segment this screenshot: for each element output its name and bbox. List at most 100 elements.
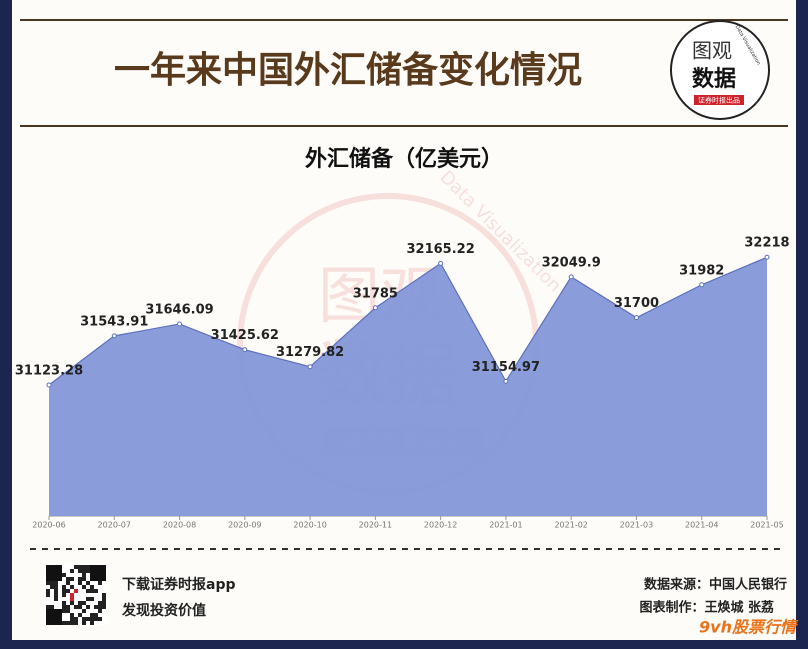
qr-cell <box>66 609 70 613</box>
qr-cell <box>58 565 62 569</box>
qr-cell <box>90 589 94 593</box>
qr-cell <box>66 605 70 609</box>
qr-cell <box>62 589 66 593</box>
qr-cell <box>90 621 94 625</box>
qr-cell <box>94 569 98 573</box>
point <box>46 382 52 388</box>
x-tick-label: 2021-03 <box>620 521 653 530</box>
qr-cell <box>102 605 106 609</box>
qr-cell <box>58 621 62 625</box>
qr-cell <box>94 605 98 609</box>
title: 一年来中国外汇储备变化情况 <box>114 49 582 91</box>
qr-cell <box>54 565 58 569</box>
qr-cell <box>94 613 98 617</box>
qr-cell <box>54 581 58 585</box>
qr-cell <box>54 597 58 601</box>
area <box>49 257 767 516</box>
qr-cell <box>70 593 74 597</box>
x-tick-label: 2020-11 <box>359 521 392 530</box>
qr-cell <box>46 593 50 597</box>
qr-cell <box>70 585 74 589</box>
qr-cell <box>74 621 78 625</box>
qr-cell <box>90 585 94 589</box>
footer-text: 下载证券时报app <box>122 576 236 593</box>
x-tick-label: 2021-02 <box>554 521 587 530</box>
data-label: 31700 <box>614 296 659 311</box>
qr-cell <box>70 577 74 581</box>
qr-cell <box>94 577 98 581</box>
qr-cell <box>62 593 66 597</box>
x-tick-label: 2021-01 <box>489 521 522 530</box>
qr-cell <box>90 565 94 569</box>
qr-cell <box>62 585 66 589</box>
point <box>633 315 639 321</box>
qr-cell <box>94 617 98 621</box>
qr-cell <box>70 613 74 617</box>
data-label: 31785 <box>353 286 398 301</box>
qr-cell <box>58 609 62 613</box>
qr-code <box>44 563 108 625</box>
qr-cell <box>86 617 90 621</box>
qr-cell <box>74 589 78 593</box>
qr-cell <box>82 565 86 569</box>
qr-cell <box>82 573 86 577</box>
chart-title: 外汇储备（亿美元） <box>305 146 503 172</box>
qr-cell <box>90 573 94 577</box>
data-label: 32218 <box>744 236 789 251</box>
qr-cell <box>46 569 50 573</box>
qr-cell <box>70 617 74 621</box>
qr-cell <box>62 621 66 625</box>
data-label: 31543.91 <box>80 314 148 329</box>
qr-cell <box>86 605 90 609</box>
qr-cell <box>78 601 82 605</box>
qr-cell <box>50 621 54 625</box>
point <box>177 321 183 327</box>
qr-cell <box>86 597 90 601</box>
qr-cell <box>94 565 98 569</box>
qr-cell <box>86 569 90 573</box>
qr-cell <box>98 605 102 609</box>
x-tick-label: 2020-10 <box>293 521 326 530</box>
logo-ring <box>670 20 770 120</box>
x-tick-label: 2020-07 <box>98 521 131 530</box>
qr-cell <box>78 577 82 581</box>
qr-cell <box>54 593 58 597</box>
qr-cell <box>98 581 102 585</box>
qr-cell <box>74 617 78 621</box>
qr-cell <box>78 613 82 617</box>
x-tick-label: 2020-06 <box>32 521 65 530</box>
qr-cell <box>54 617 58 621</box>
qr-cell <box>90 617 94 621</box>
qr-cell <box>82 617 86 621</box>
qr-cell <box>78 565 82 569</box>
qr-cell <box>54 585 58 589</box>
qr-cell <box>58 613 62 617</box>
qr-cell <box>82 601 86 605</box>
qr-cell <box>66 577 70 581</box>
qr-cell <box>66 621 70 625</box>
qr-cell <box>82 577 86 581</box>
qr-cell <box>86 589 90 593</box>
qr-cell <box>50 573 54 577</box>
qr-cell <box>70 621 74 625</box>
logo-text: 数据 <box>692 66 736 92</box>
data-label: 31154.97 <box>472 360 540 375</box>
footer-text: 发现投资价值 <box>121 602 206 619</box>
qr-cell <box>102 593 106 597</box>
qr-cell <box>86 581 90 585</box>
point <box>764 254 770 260</box>
qr-cell <box>86 565 90 569</box>
qr-cell <box>54 621 58 625</box>
qr-cell <box>98 609 102 613</box>
logo-text: 图观 <box>692 39 732 63</box>
qr-cell <box>46 605 50 609</box>
qr-cell <box>102 565 106 569</box>
qr-cell <box>78 581 82 585</box>
line <box>48 256 768 386</box>
qr-cell <box>94 589 98 593</box>
qr-cell <box>90 613 94 617</box>
qr-cell <box>58 569 62 573</box>
qr-cell <box>54 573 58 577</box>
